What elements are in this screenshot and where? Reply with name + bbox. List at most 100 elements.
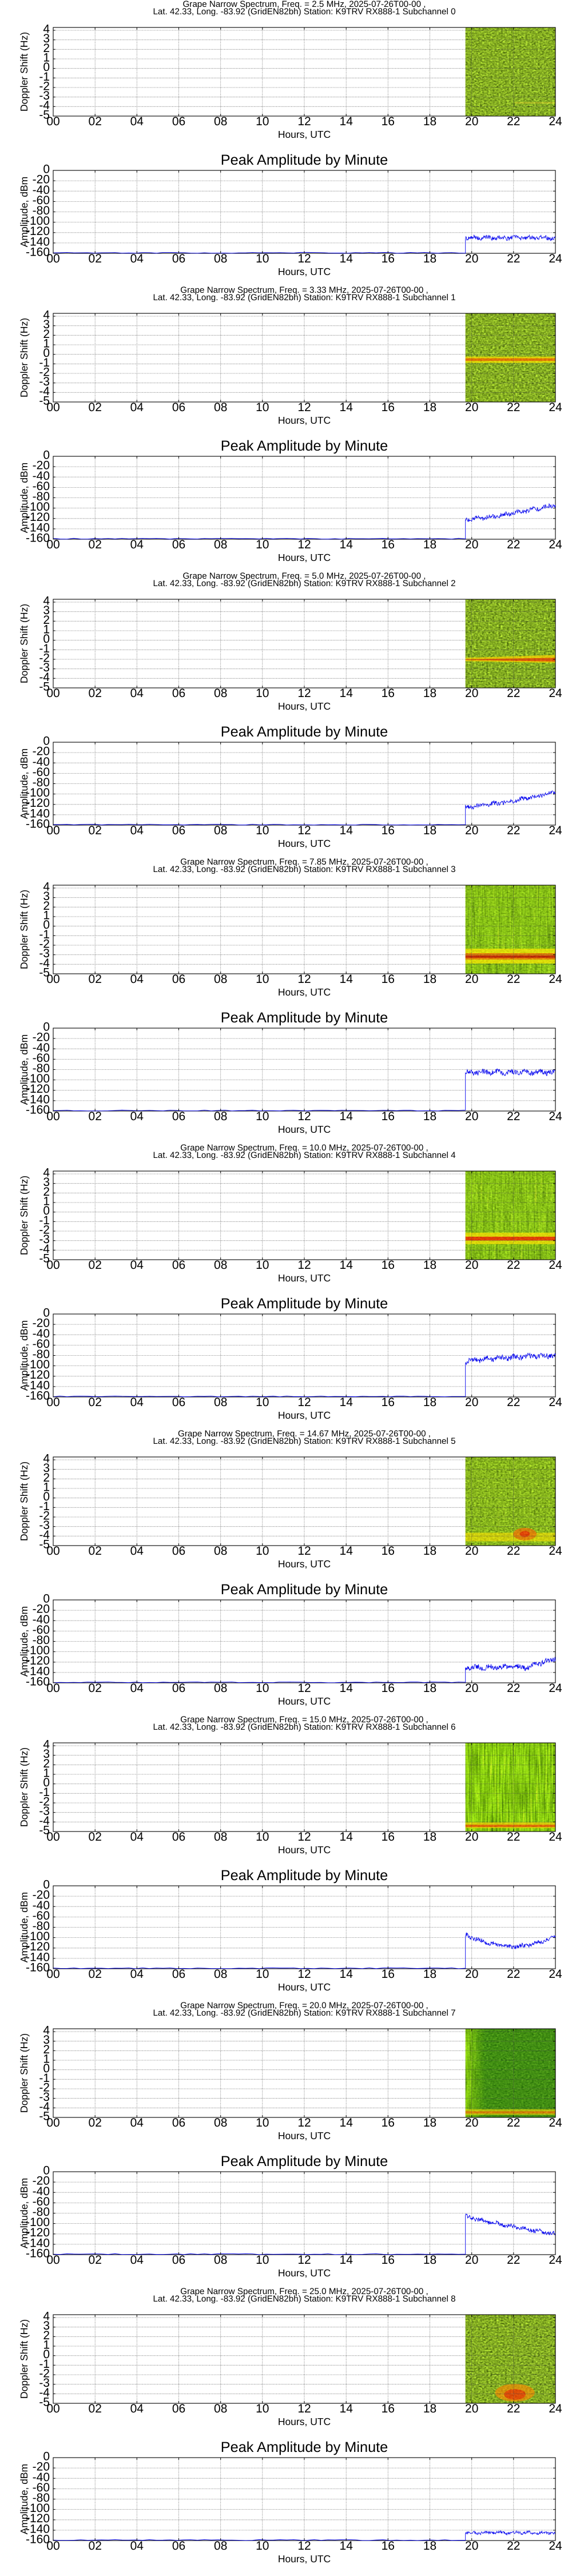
svg-text:Lat. 42.33, Long. -83.92 (Gri: Lat. 42.33, Long. -83.92 (GridEN82bh) St…: [153, 7, 455, 17]
svg-text:06: 06: [172, 1396, 185, 1409]
svg-text:08: 08: [214, 115, 227, 128]
svg-text:22: 22: [507, 2539, 520, 2553]
svg-text:12: 12: [297, 1110, 311, 1123]
svg-text:08: 08: [214, 1830, 227, 1844]
svg-text:20: 20: [465, 1968, 478, 1981]
svg-text:24: 24: [549, 2539, 562, 2553]
svg-text:06: 06: [172, 252, 185, 265]
svg-text:Hours, UTC: Hours, UTC: [278, 129, 331, 140]
svg-text:10: 10: [256, 2402, 269, 2415]
svg-text:20: 20: [465, 2116, 478, 2129]
svg-text:04: 04: [130, 973, 144, 986]
svg-text:Amplitude, dBm: Amplitude, dBm: [18, 463, 30, 533]
svg-text:Lat. 42.33, Long. -83.92 (Gri: Lat. 42.33, Long. -83.92 (GridEN82bh) St…: [153, 1150, 455, 1160]
svg-text:02: 02: [89, 2539, 102, 2553]
svg-text:12: 12: [297, 687, 311, 700]
svg-text:04: 04: [130, 824, 144, 837]
svg-text:14: 14: [340, 1110, 353, 1123]
svg-text:14: 14: [340, 2539, 353, 2553]
svg-text:16: 16: [382, 973, 395, 986]
svg-text:16: 16: [382, 538, 395, 551]
svg-text:14: 14: [340, 1259, 353, 1272]
svg-text:02: 02: [89, 973, 102, 986]
svg-text:Lat. 42.33, Long. -83.92 (Gri: Lat. 42.33, Long. -83.92 (GridEN82bh) St…: [153, 293, 455, 302]
svg-text:Doppler Shift (Hz): Doppler Shift (Hz): [18, 318, 30, 397]
svg-text:06: 06: [172, 1544, 185, 1558]
svg-text:24: 24: [549, 2116, 562, 2129]
svg-text:-5: -5: [39, 2110, 50, 2123]
svg-text:22: 22: [507, 1259, 520, 1272]
svg-text:Hours, UTC: Hours, UTC: [278, 1124, 331, 1135]
svg-text:22: 22: [507, 1968, 520, 1981]
svg-text:04: 04: [130, 2539, 144, 2553]
svg-text:Amplitude, dBm: Amplitude, dBm: [18, 1892, 30, 1963]
svg-text:14: 14: [340, 2402, 353, 2415]
svg-text:08: 08: [214, 1110, 227, 1123]
svg-text:12: 12: [297, 2116, 311, 2129]
svg-text:20: 20: [465, 538, 478, 551]
svg-text:-5: -5: [39, 1252, 50, 1265]
svg-text:22: 22: [507, 2116, 520, 2129]
svg-text:08: 08: [214, 1682, 227, 1695]
svg-text:16: 16: [382, 2116, 395, 2129]
svg-text:Amplitude, dBm: Amplitude, dBm: [18, 1606, 30, 1677]
svg-text:-5: -5: [39, 2396, 50, 2409]
svg-text:06: 06: [172, 1259, 185, 1272]
svg-text:12: 12: [297, 1396, 311, 1409]
svg-text:02: 02: [89, 401, 102, 414]
svg-text:12: 12: [297, 824, 311, 837]
svg-text:16: 16: [382, 687, 395, 700]
svg-text:22: 22: [507, 401, 520, 414]
svg-text:20: 20: [465, 1830, 478, 1844]
svg-text:12: 12: [297, 1544, 311, 1558]
svg-text:Peak Amplitude by Minute: Peak Amplitude by Minute: [221, 1582, 388, 1598]
svg-text:04: 04: [130, 2116, 144, 2129]
svg-text:24: 24: [549, 401, 562, 414]
svg-text:22: 22: [507, 1110, 520, 1123]
svg-text:02: 02: [89, 2253, 102, 2267]
svg-text:16: 16: [382, 401, 395, 414]
svg-text:24: 24: [549, 1830, 562, 1844]
svg-text:18: 18: [423, 687, 436, 700]
svg-text:20: 20: [465, 2539, 478, 2553]
svg-text:18: 18: [423, 1396, 436, 1409]
svg-text:12: 12: [297, 252, 311, 265]
svg-text:Hours, UTC: Hours, UTC: [278, 1272, 331, 1284]
svg-text:20: 20: [465, 1544, 478, 1558]
svg-text:24: 24: [549, 1544, 562, 1558]
svg-text:Hours, UTC: Hours, UTC: [278, 838, 331, 849]
svg-text:20: 20: [465, 973, 478, 986]
svg-text:20: 20: [465, 2402, 478, 2415]
svg-text:08: 08: [214, 1396, 227, 1409]
svg-text:18: 18: [423, 824, 436, 837]
svg-text:20: 20: [465, 1682, 478, 1695]
svg-text:12: 12: [297, 1830, 311, 1844]
svg-text:18: 18: [423, 2539, 436, 2553]
svg-text:06: 06: [172, 401, 185, 414]
svg-text:14: 14: [340, 1968, 353, 1981]
svg-text:Peak Amplitude by Minute: Peak Amplitude by Minute: [221, 2439, 388, 2455]
svg-text:24: 24: [549, 1396, 562, 1409]
svg-text:16: 16: [382, 2253, 395, 2267]
svg-text:02: 02: [89, 252, 102, 265]
svg-text:02: 02: [89, 538, 102, 551]
svg-text:06: 06: [172, 973, 185, 986]
svg-text:08: 08: [214, 2253, 227, 2267]
svg-text:Hours, UTC: Hours, UTC: [278, 2267, 331, 2279]
svg-text:18: 18: [423, 1830, 436, 1844]
svg-text:14: 14: [340, 252, 353, 265]
svg-text:08: 08: [214, 687, 227, 700]
svg-text:24: 24: [549, 1259, 562, 1272]
svg-text:12: 12: [297, 115, 311, 128]
svg-text:08: 08: [214, 2116, 227, 2129]
svg-text:06: 06: [172, 2402, 185, 2415]
svg-text:02: 02: [89, 1968, 102, 1981]
svg-text:10: 10: [256, 824, 269, 837]
svg-text:24: 24: [549, 824, 562, 837]
svg-text:20: 20: [465, 115, 478, 128]
svg-text:Doppler Shift (Hz): Doppler Shift (Hz): [18, 890, 30, 969]
svg-text:14: 14: [340, 538, 353, 551]
svg-text:02: 02: [89, 824, 102, 837]
svg-text:Doppler Shift (Hz): Doppler Shift (Hz): [18, 1462, 30, 1541]
svg-text:Amplitude, dBm: Amplitude, dBm: [18, 1320, 30, 1391]
